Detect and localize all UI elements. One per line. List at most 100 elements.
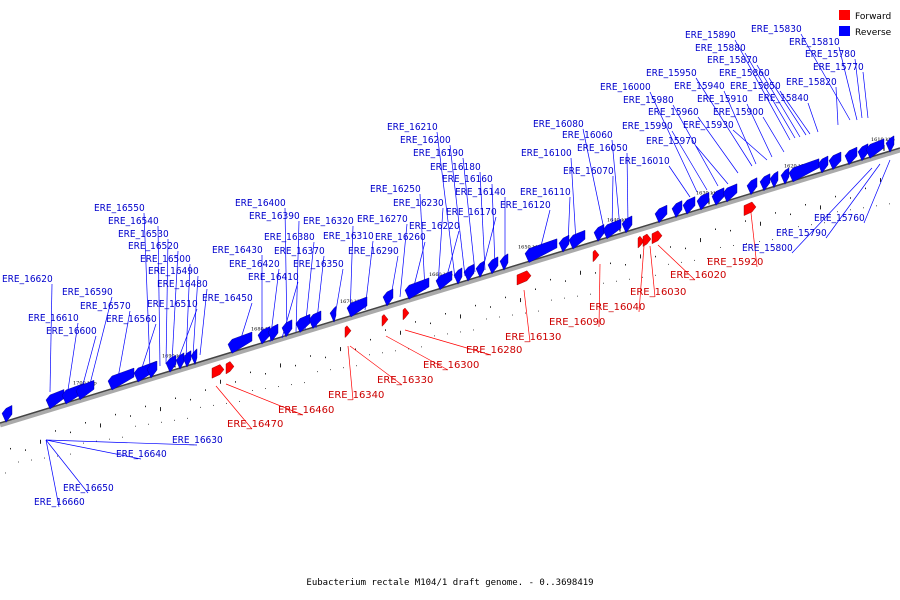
gene-label[interactable]: ERE_15940 <box>674 81 725 92</box>
reverse-gene-block[interactable] <box>308 310 322 329</box>
reverse-gene-block[interactable] <box>759 173 771 192</box>
gene-label[interactable]: ERE_16120 <box>500 200 551 211</box>
gene-label[interactable]: ERE_15790 <box>776 228 827 239</box>
gene-label[interactable]: ERE_16300 <box>423 360 479 371</box>
forward-gene-block[interactable] <box>642 233 652 247</box>
forward-gene-block[interactable] <box>592 249 600 263</box>
gene-label[interactable]: ERE_15910 <box>697 94 748 105</box>
gene-label[interactable]: ERE_16040 <box>589 302 645 313</box>
gene-label[interactable]: ERE_16480 <box>157 279 208 290</box>
gene-label[interactable]: ERE_16530 <box>118 229 169 240</box>
gene-label[interactable]: ERE_16640 <box>116 449 167 460</box>
gene-label[interactable]: ERE_15770 <box>813 62 864 73</box>
forward-gene-block[interactable] <box>516 270 532 286</box>
forward-gene-block[interactable] <box>637 235 645 249</box>
gene-label[interactable]: ERE_16290 <box>348 246 399 257</box>
reverse-gene-block[interactable] <box>828 151 842 171</box>
gene-label[interactable]: ERE_16170 <box>446 207 497 218</box>
reverse-gene-block[interactable] <box>190 348 198 366</box>
forward-gene-block[interactable] <box>344 325 352 339</box>
gene-label[interactable]: ERE_16200 <box>400 135 451 146</box>
gene-label[interactable]: ERE_16320 <box>303 216 354 227</box>
gene-label[interactable]: ERE_15850 <box>730 81 781 92</box>
gene-label[interactable]: ERE_16080 <box>533 119 584 130</box>
gene-label[interactable]: ERE_16410 <box>248 272 299 283</box>
gene-label[interactable]: ERE_15970 <box>646 136 697 147</box>
gene-label[interactable]: ERE_16660 <box>34 497 85 508</box>
reverse-gene-block[interactable] <box>382 288 394 307</box>
gene-label[interactable]: ERE_16600 <box>46 326 97 337</box>
reverse-gene-block[interactable] <box>453 267 463 285</box>
reverse-gene-block[interactable] <box>75 379 95 401</box>
gene-label[interactable]: ERE_16000 <box>600 82 651 93</box>
gene-label[interactable]: ERE_16460 <box>278 405 334 416</box>
gene-label[interactable]: ERE_16540 <box>108 216 159 227</box>
reverse-gene-block[interactable] <box>844 146 858 166</box>
gene-label[interactable]: ERE_16210 <box>387 122 438 133</box>
gene-label[interactable]: ERE_16510 <box>147 299 198 310</box>
gene-label[interactable]: ERE_16500 <box>140 254 191 265</box>
reverse-gene-block[interactable] <box>346 296 368 318</box>
gene-label[interactable]: ERE_15920 <box>707 257 763 268</box>
reverse-gene-block[interactable] <box>621 215 633 234</box>
reverse-gene-block[interactable] <box>558 234 570 253</box>
gene-label[interactable]: ERE_16220 <box>409 221 460 232</box>
gene-label[interactable]: ERE_16550 <box>94 203 145 214</box>
reverse-gene-block[interactable] <box>267 323 279 342</box>
forward-gene-block[interactable] <box>743 201 757 216</box>
gene-label[interactable]: ERE_16250 <box>370 184 421 195</box>
reverse-gene-block[interactable] <box>227 331 253 354</box>
gene-label[interactable]: ERE_15860 <box>719 68 770 79</box>
reverse-gene-block[interactable] <box>435 270 453 291</box>
reverse-gene-block[interactable] <box>487 256 499 275</box>
gene-label[interactable]: ERE_15820 <box>786 77 837 88</box>
reverse-gene-block[interactable] <box>463 263 475 282</box>
gene-label[interactable]: ERE_15880 <box>695 43 746 54</box>
gene-label[interactable]: ERE_16610 <box>28 313 79 324</box>
reverse-gene-block[interactable] <box>746 177 758 196</box>
reverse-gene-block[interactable] <box>404 277 430 300</box>
gene-label[interactable]: ERE_16310 <box>323 231 374 242</box>
forward-gene-block[interactable] <box>381 314 389 327</box>
reverse-gene-block[interactable] <box>281 319 293 338</box>
gene-label[interactable]: ERE_15990 <box>622 121 673 132</box>
gene-label[interactable]: ERE_16620 <box>2 274 53 285</box>
gene-label[interactable]: ERE_16650 <box>63 483 114 494</box>
gene-label[interactable]: ERE_16270 <box>357 214 408 225</box>
reverse-gene-block[interactable] <box>475 260 485 278</box>
gene-label[interactable]: ERE_16280 <box>466 345 522 356</box>
reverse-gene-block[interactable] <box>696 192 710 211</box>
gene-label[interactable]: ERE_16100 <box>521 148 572 159</box>
forward-gene-block[interactable] <box>225 361 235 375</box>
forward-gene-block[interactable] <box>651 230 663 245</box>
gene-label[interactable]: ERE_16060 <box>562 130 613 141</box>
gene-label[interactable]: ERE_16630 <box>172 435 223 446</box>
gene-label[interactable]: ERE_16470 <box>227 419 283 430</box>
reverse-gene-block[interactable] <box>182 350 192 368</box>
reverse-gene-block[interactable] <box>1 405 13 423</box>
reverse-gene-block[interactable] <box>865 138 885 159</box>
reverse-gene-block[interactable] <box>146 360 158 379</box>
gene-label[interactable]: ERE_16070 <box>563 166 614 177</box>
gene-label[interactable]: ERE_16380 <box>264 232 315 243</box>
forward-gene-block[interactable] <box>211 364 225 379</box>
gene-label[interactable]: ERE_16400 <box>235 198 286 209</box>
gene-label[interactable]: ERE_15840 <box>758 93 809 104</box>
gene-label[interactable]: ERE_16020 <box>670 270 726 281</box>
gene-label[interactable]: ERE_16130 <box>505 332 561 343</box>
reverse-gene-block[interactable] <box>885 135 895 153</box>
reverse-gene-block[interactable] <box>524 238 558 263</box>
reverse-gene-block[interactable] <box>654 204 668 224</box>
gene-label[interactable]: ERE_16090 <box>549 317 605 328</box>
gene-label[interactable]: ERE_16590 <box>62 287 113 298</box>
gene-label[interactable]: ERE_16350 <box>293 259 344 270</box>
gene-label[interactable]: ERE_15930 <box>683 120 734 131</box>
gene-label[interactable]: ERE_16490 <box>148 266 199 277</box>
gene-label[interactable]: ERE_16430 <box>212 245 263 256</box>
reverse-gene-block[interactable] <box>568 229 586 250</box>
reverse-gene-block[interactable] <box>329 305 337 323</box>
gene-label[interactable]: ERE_15960 <box>648 107 699 118</box>
reverse-gene-block[interactable] <box>107 367 135 391</box>
gene-label[interactable]: ERE_16110 <box>520 187 571 198</box>
gene-label[interactable]: ERE_16570 <box>80 301 131 312</box>
